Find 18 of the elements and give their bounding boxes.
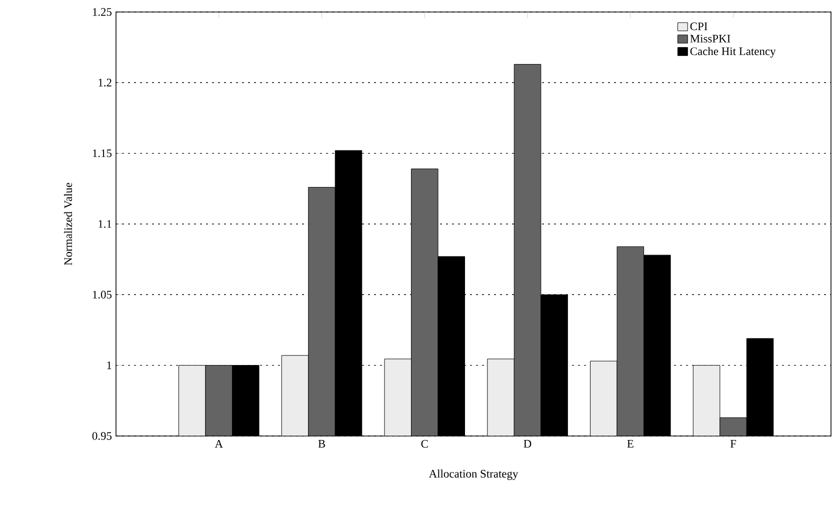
x-tick-label: F bbox=[730, 440, 736, 448]
y-axis-title: Normalized Value bbox=[64, 182, 72, 266]
legend-label: CPI bbox=[690, 22, 708, 30]
y-tick-label: 1.05 bbox=[92, 290, 112, 299]
x-tick-label: B bbox=[318, 440, 326, 448]
y-tick-label: 1.15 bbox=[92, 149, 112, 158]
y-tick-label: 0.95 bbox=[92, 432, 112, 440]
legend-label: Cache Hit Latency bbox=[690, 47, 776, 58]
y-tick-label: 1.25 bbox=[92, 8, 112, 16]
x-tick-label: C bbox=[421, 440, 428, 448]
y-tick-label: 1.2 bbox=[98, 78, 112, 87]
y-tick-label: 1 bbox=[107, 362, 112, 370]
x-axis-title: Allocation Strategy bbox=[428, 470, 518, 480]
legend-label: MissPKI bbox=[690, 34, 730, 43]
x-tick-label: A bbox=[214, 440, 223, 448]
y-tick-label: 1.1 bbox=[98, 220, 112, 228]
x-tick-label: E bbox=[627, 440, 634, 448]
x-tick-label: D bbox=[524, 440, 532, 448]
